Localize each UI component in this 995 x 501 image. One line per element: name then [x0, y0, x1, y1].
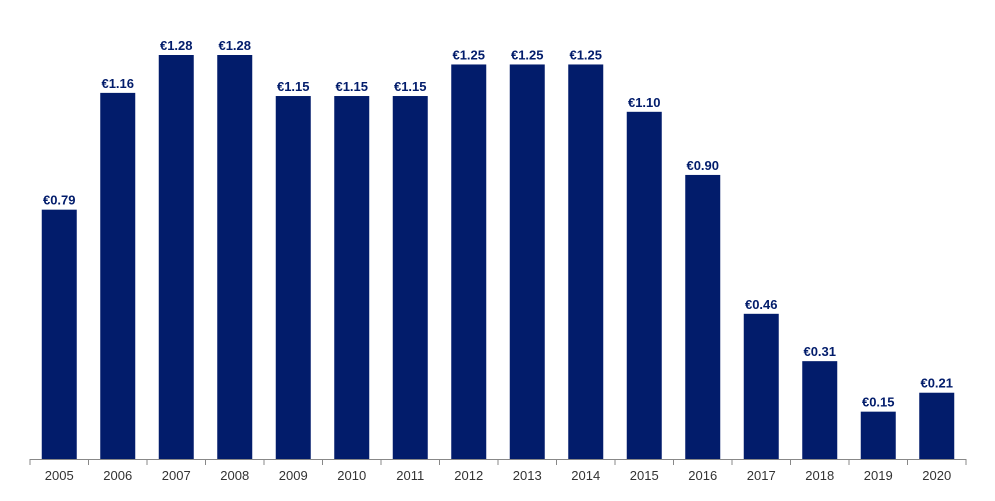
data-label-2015: €1.10 [628, 95, 661, 110]
data-label-2005: €0.79 [43, 193, 76, 208]
bar-2016 [685, 174, 721, 459]
data-label-2020: €0.21 [920, 376, 953, 391]
data-label-2008: €1.28 [218, 38, 251, 53]
data-label-2019: €0.15 [862, 395, 895, 410]
data-labels-group: €0.79 €1.16 €1.28 €1.28 €1.15 €1.15 €1.15 €1.25… [43, 38, 953, 410]
x-tick-label-2018: 2018 [805, 468, 834, 483]
bar-2009 [275, 96, 311, 459]
x-tick-label-2014: 2014 [571, 468, 600, 483]
bar-2019 [860, 411, 896, 459]
x-tick-label-2005: 2005 [45, 468, 74, 483]
bar-2013 [509, 64, 545, 459]
data-label-2013: €1.25 [511, 47, 544, 62]
x-tick-label-2019: 2019 [864, 468, 893, 483]
data-label-2016: €0.90 [686, 158, 719, 173]
data-label-2017: €0.46 [745, 297, 778, 312]
data-label-2018: €0.31 [803, 344, 836, 359]
data-label-2014: €1.25 [569, 47, 602, 62]
bar-2014 [568, 64, 604, 459]
x-tick-label-2008: 2008 [220, 468, 249, 483]
bar-2010 [334, 96, 370, 459]
x-tick-label-2015: 2015 [630, 468, 659, 483]
data-label-2011: €1.15 [394, 79, 427, 94]
data-label-2006: €1.16 [101, 76, 134, 91]
x-tick-label-2016: 2016 [688, 468, 717, 483]
x-tick-label-2009: 2009 [279, 468, 308, 483]
x-tick-label-2006: 2006 [103, 468, 132, 483]
data-label-2012: €1.25 [452, 47, 485, 62]
bar-2017 [743, 313, 779, 459]
data-label-2010: €1.15 [335, 79, 368, 94]
bar-2012 [451, 64, 487, 459]
bar-2018 [802, 361, 838, 459]
data-label-2009: €1.15 [277, 79, 310, 94]
bar-2015 [626, 111, 662, 459]
x-tick-label-2007: 2007 [162, 468, 191, 483]
data-label-2007: €1.28 [160, 38, 193, 53]
bar-2005 [41, 209, 77, 459]
x-tick-label-2013: 2013 [513, 468, 542, 483]
bar-2007 [158, 55, 194, 459]
x-axis: 2005 2006 2007 2008 2009 2010 2011 2012 2013 2014… [29, 459, 967, 483]
x-tick-label-2020: 2020 [922, 468, 951, 483]
x-tick-label-2017: 2017 [747, 468, 776, 483]
bar-2008 [217, 55, 253, 459]
bar-2006 [100, 92, 136, 460]
x-tick-label-2010: 2010 [337, 468, 366, 483]
bar-2020 [919, 392, 955, 459]
bars-group [41, 55, 955, 460]
bar-2011 [392, 96, 428, 459]
x-tick-label-2011: 2011 [396, 468, 424, 483]
x-tick-label-2012: 2012 [454, 468, 483, 483]
